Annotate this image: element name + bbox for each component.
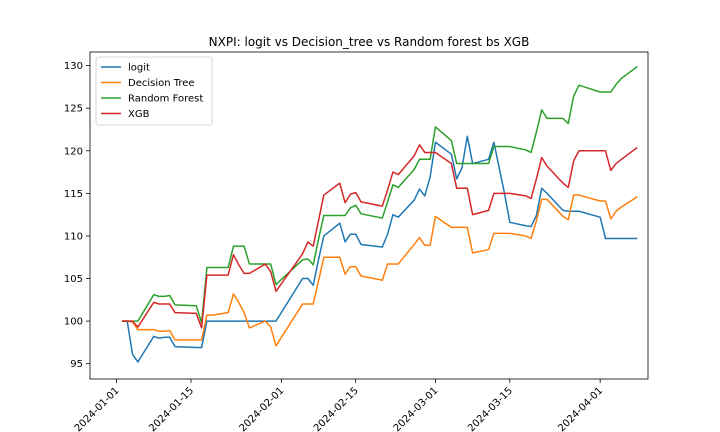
- plot-frame: [89, 51, 649, 380]
- legend-label: logit: [128, 63, 150, 74]
- legend-label: Random Forest: [128, 94, 203, 105]
- y-tick-label: 110: [64, 231, 83, 242]
- y-tick-label: 105: [64, 274, 83, 285]
- y-tick-label: 130: [64, 61, 83, 72]
- y-tick-label: 120: [64, 146, 83, 157]
- legend-label: XGB: [128, 109, 150, 120]
- y-tick-label: 125: [64, 104, 83, 115]
- legend: logit Decision Tree Random Forest XGB: [95, 56, 213, 126]
- series-line-decision-tree: [121, 194, 638, 347]
- y-tick-label: 100: [64, 317, 83, 328]
- legend-box: [95, 56, 213, 126]
- series-line-logit: [121, 135, 638, 363]
- chart-title: NXPI: logit vs Decision_tree vs Random f…: [209, 35, 530, 49]
- series-layer: [121, 65, 638, 363]
- y-tick-label: 115: [64, 189, 83, 200]
- legend-label: Decision Tree: [128, 78, 195, 89]
- y-tick-label: 95: [70, 359, 83, 370]
- series-line-xgb: [121, 144, 638, 329]
